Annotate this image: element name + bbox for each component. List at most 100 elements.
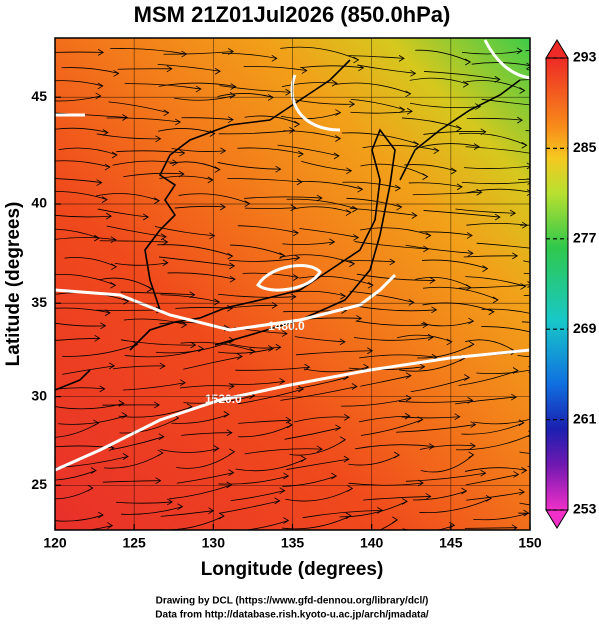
- streamline-arrow: [97, 82, 104, 90]
- streamline-arrow: [482, 265, 489, 272]
- streamline-arrow: [353, 234, 360, 241]
- streamline: [55, 160, 111, 168]
- streamline-arrow: [469, 442, 476, 450]
- streamline: [363, 496, 431, 501]
- streamline: [280, 386, 357, 401]
- streamline-arrow: [538, 412, 543, 418]
- streamline-arrow: [90, 467, 97, 474]
- streamline-arrow: [396, 203, 403, 211]
- streamline-arrow: [155, 477, 162, 485]
- streamline-arrow: [179, 379, 186, 387]
- streamline: [154, 226, 215, 237]
- colorbar-tick-label: 253: [573, 501, 597, 517]
- streamline-arrow: [100, 322, 107, 330]
- streamline-arrow: [172, 159, 179, 167]
- streamline: [55, 387, 105, 390]
- streamline: [116, 501, 173, 504]
- streamline-arrow: [279, 377, 286, 385]
- streamline-arrow: [111, 151, 118, 159]
- streamline-arrow: [279, 487, 286, 494]
- streamline-arrow: [95, 92, 102, 100]
- colorbar-tick-label: 293: [573, 49, 597, 65]
- streamline-arrow: [345, 512, 352, 520]
- x-tick-label: 150: [518, 535, 542, 551]
- streamline-arrow: [465, 284, 472, 291]
- contour-label: 1520.0: [205, 392, 242, 406]
- streamline-arrow: [526, 162, 530, 170]
- streamline: [102, 480, 161, 483]
- streamline: [58, 147, 118, 156]
- streamline-arrow: [331, 472, 338, 480]
- streamline: [243, 196, 322, 199]
- streamline: [408, 182, 463, 188]
- streamline-arrow: [274, 497, 281, 505]
- streamline: [222, 52, 277, 59]
- streamline-arrow: [468, 317, 475, 325]
- streamline: [120, 291, 195, 296]
- streamline: [219, 85, 291, 93]
- streamline-arrow: [398, 55, 405, 62]
- streamline-arrow: [158, 433, 165, 441]
- streamline-arrow: [109, 362, 116, 370]
- streamline: [298, 275, 374, 286]
- streamline: [55, 273, 116, 286]
- contour-label: 1480.0: [268, 319, 305, 333]
- streamline: [419, 497, 492, 514]
- streamline-arrow: [419, 363, 426, 371]
- streamline: [218, 475, 289, 485]
- streamline-arrow: [214, 166, 221, 173]
- streamline: [121, 506, 183, 515]
- streamline-arrow: [333, 152, 340, 160]
- streamlines: [55, 46, 597, 530]
- streamline: [519, 451, 530, 454]
- streamline: [230, 244, 285, 256]
- streamline: [64, 257, 117, 268]
- streamline: [417, 343, 475, 359]
- streamline: [106, 117, 181, 123]
- streamline: [424, 71, 500, 80]
- y-tick-label: 45: [31, 88, 47, 104]
- streamline-arrow: [198, 345, 205, 353]
- streamline: [284, 427, 341, 440]
- streamline-arrow: [521, 141, 528, 149]
- streamline: [423, 210, 501, 218]
- streamline-arrow: [335, 109, 342, 116]
- streamline: [160, 510, 214, 517]
- streamline-arrow: [461, 487, 468, 495]
- streamline: [62, 343, 138, 357]
- streamline: [455, 434, 530, 451]
- streamline-arrow: [433, 147, 440, 155]
- streamline-arrow: [111, 263, 118, 271]
- streamline: [409, 77, 469, 85]
- chart-title: MSM 21Z01Jul2026 (850.0hPa): [134, 2, 451, 27]
- streamline-arrow: [283, 517, 290, 524]
- streamline: [356, 273, 435, 281]
- x-tick-label: 145: [439, 535, 463, 551]
- streamline: [235, 458, 307, 472]
- streamline: [465, 80, 525, 91]
- streamline-arrow: [229, 262, 236, 270]
- streamline: [349, 207, 417, 216]
- streamline-arrow: [343, 455, 350, 463]
- streamline: [455, 208, 516, 214]
- streamline-arrow: [592, 456, 597, 462]
- streamline-arrow: [454, 413, 461, 421]
- streamline-arrow: [190, 341, 197, 349]
- streamline-arrow: [218, 512, 225, 520]
- streamline: [404, 164, 457, 172]
- streamline: [244, 115, 300, 125]
- streamline: [179, 385, 234, 389]
- streamline: [419, 444, 476, 450]
- streamline: [55, 228, 100, 239]
- streamline: [243, 66, 307, 71]
- streamline: [227, 178, 302, 183]
- streamline: [409, 102, 481, 109]
- streamline-arrow: [540, 153, 545, 159]
- streamline: [158, 82, 236, 87]
- streamline: [55, 178, 102, 183]
- streamline: [87, 525, 113, 530]
- streamline-arrow: [229, 275, 236, 283]
- streamline: [356, 305, 437, 312]
- streamline: [217, 293, 296, 298]
- streamline: [465, 276, 526, 287]
